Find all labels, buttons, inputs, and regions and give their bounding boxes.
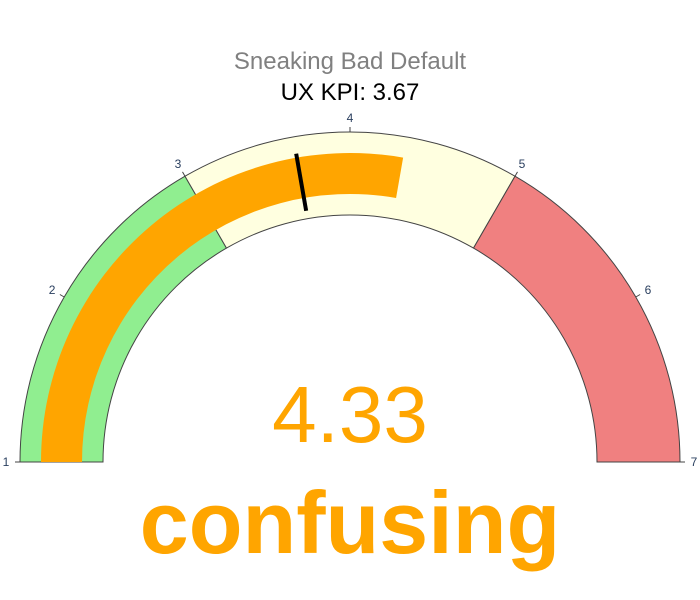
gauge-bar-layer — [41, 152, 404, 462]
gauge-value-bar — [41, 152, 404, 462]
gauge-tick-label: 7 — [691, 455, 698, 469]
gauge-tick-mark — [635, 294, 641, 298]
gauge-tick-label: 3 — [175, 157, 182, 171]
gauge-tick-mark — [59, 294, 65, 298]
gauge-tick-mark — [514, 171, 518, 177]
gauge-value: 4.33 — [272, 370, 428, 459]
gauge-tick-label: 6 — [645, 283, 652, 297]
gauge-tick-label: 2 — [49, 283, 56, 297]
gauge-tick-label: 1 — [3, 455, 10, 469]
gauge-ticks: 1 2 3 4 5 6 7 — [3, 111, 698, 469]
gauge-tick-label: 5 — [519, 157, 526, 171]
gauge-rating-label: confusing — [140, 473, 560, 572]
gauge-tick-label: 4 — [347, 111, 354, 125]
gauge-step-3 — [472, 175, 681, 463]
gauge-threshold-line — [294, 153, 309, 212]
chart-subtitle: UX KPI: 3.67 — [281, 79, 420, 106]
gauge-tick-mark — [182, 171, 186, 177]
chart-title: Sneaking Bad Default — [234, 48, 466, 75]
gauge-threshold-layer — [294, 153, 309, 212]
